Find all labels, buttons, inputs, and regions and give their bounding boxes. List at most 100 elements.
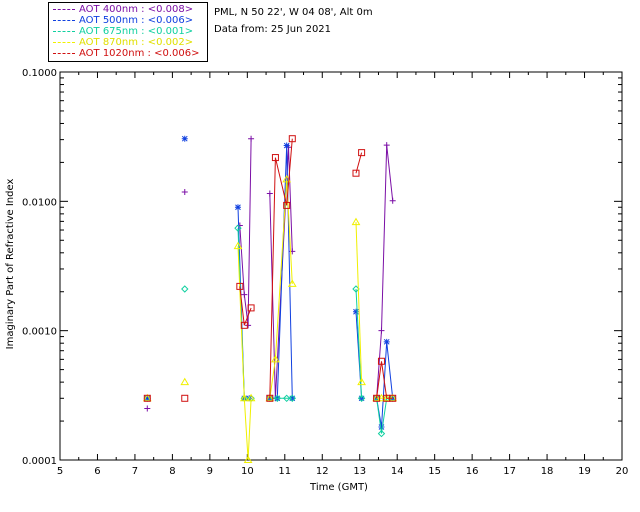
data-point — [180, 377, 190, 386]
x-tick-label: 9 — [207, 466, 213, 477]
series-aot-870nm-0-002- — [142, 174, 398, 463]
data-point — [372, 393, 381, 402]
series-aot-1020nm-0-006- — [143, 135, 397, 402]
data-point — [181, 189, 188, 196]
x-tick-label: 15 — [428, 466, 441, 477]
data-point — [378, 327, 385, 334]
y-tick-label: 0.0100 — [22, 197, 57, 208]
data-point — [378, 423, 385, 430]
series-line — [239, 138, 252, 326]
x-tick-label: 13 — [353, 466, 366, 477]
data-point — [243, 455, 253, 463]
legend-item-675nm: AOT 675nm : <0.001> — [53, 26, 193, 38]
data-point — [288, 135, 296, 143]
data-point — [288, 394, 297, 402]
site-info: PML, N 50 22', W 04 08', Alt 0m — [214, 7, 373, 18]
data-point — [373, 394, 381, 402]
x-tick-label: 12 — [316, 466, 329, 477]
data-point — [241, 291, 248, 298]
data-point — [389, 394, 397, 402]
data-point — [273, 394, 282, 402]
plot-frame — [59, 71, 623, 461]
data-point — [246, 393, 256, 402]
y-tick-label: 0.0001 — [22, 456, 57, 467]
data-point — [266, 394, 274, 402]
series-aot-675nm-0-001- — [143, 224, 397, 438]
x-tick-label: 20 — [616, 466, 629, 477]
data-point — [233, 241, 243, 250]
legend-label: AOT 1020nm : <0.006> — [79, 48, 200, 59]
series-line — [376, 397, 393, 434]
legend-label: AOT 400nm : <0.008> — [79, 4, 194, 15]
data-point — [352, 308, 359, 315]
data-point — [248, 135, 255, 142]
data-point — [144, 405, 151, 412]
data-point — [181, 394, 189, 402]
plot-area: 5 6 7 8 9 10 11 12 13 14 15 16 17 18 19 20 0.0001 0.0010 0… — [22, 68, 628, 477]
data-point — [142, 393, 152, 402]
data-point — [181, 135, 188, 142]
data-point — [282, 174, 292, 183]
date-info: Data from: 25 Jun 2021 — [214, 24, 332, 35]
data-point — [271, 354, 280, 363]
series-line — [269, 138, 293, 399]
data-point — [266, 190, 273, 197]
series-line — [355, 222, 363, 383]
x-tick-label: 10 — [241, 466, 254, 477]
data-point — [282, 394, 291, 402]
x-tick-label: 16 — [466, 466, 479, 477]
data-point — [234, 224, 242, 232]
data-point — [388, 393, 398, 402]
legend-label: AOT 500nm : <0.006> — [79, 15, 194, 26]
legend-item-870nm: AOT 870nm : <0.002> — [53, 37, 193, 49]
data-point — [143, 394, 151, 402]
data-point — [382, 393, 392, 402]
legend-swatch — [53, 30, 75, 32]
x-tick-label: 14 — [391, 466, 404, 477]
data-point — [357, 377, 366, 386]
data-point — [239, 393, 249, 402]
data-point — [283, 142, 290, 149]
y-tick-label: 0.0010 — [22, 327, 57, 338]
series-layer — [142, 135, 398, 463]
x-tick-label: 11 — [278, 466, 291, 477]
x-tick-label: 6 — [94, 466, 100, 477]
data-point — [389, 395, 396, 402]
y-tick-label: 0.1000 — [22, 68, 57, 79]
legend-item-1020nm: AOT 1020nm : <0.006> — [53, 48, 199, 60]
data-point — [383, 338, 390, 345]
legend-label: AOT 870nm : <0.002> — [79, 37, 194, 48]
x-tick-label: 19 — [578, 466, 591, 477]
legend-swatch — [53, 19, 75, 21]
data-point — [377, 357, 385, 365]
data-point — [377, 429, 386, 438]
data-point — [144, 395, 151, 402]
data-point — [234, 204, 241, 211]
x-tick-label: 8 — [169, 466, 175, 477]
x-tick-label: 17 — [503, 466, 516, 477]
x-tick-label: 18 — [541, 466, 554, 477]
data-point — [240, 321, 248, 329]
series-line — [239, 286, 252, 326]
legend-item-400nm: AOT 400nm : <0.008> — [53, 4, 193, 16]
data-point — [181, 285, 189, 293]
y-axis-label: Imaginary Part of Refractive Index — [5, 179, 16, 350]
data-point — [383, 142, 390, 149]
data-point — [358, 149, 366, 157]
legend-swatch — [53, 8, 75, 10]
data-point — [236, 282, 244, 290]
legend-swatch — [53, 41, 75, 43]
data-point — [351, 217, 361, 226]
data-point — [389, 197, 396, 204]
data-point — [287, 279, 297, 287]
x-tick-label: 7 — [132, 466, 138, 477]
data-point — [247, 304, 255, 312]
data-point — [352, 169, 360, 177]
x-axis-label: Time (GMT) — [309, 482, 368, 493]
legend-swatch — [53, 52, 75, 54]
legend-item-500nm: AOT 500nm : <0.006> — [53, 15, 193, 27]
legend: AOT 400nm : <0.008> AOT 500nm : <0.006> … — [48, 2, 208, 62]
data-point — [357, 394, 366, 402]
data-point — [265, 393, 275, 402]
